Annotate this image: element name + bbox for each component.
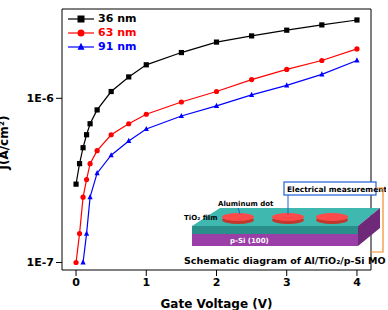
svg-text:p-Si (100): p-Si (100) bbox=[230, 237, 269, 245]
svg-text:1E-7: 1E-7 bbox=[27, 256, 54, 269]
svg-text:Electrical measurement: Electrical measurement bbox=[287, 185, 386, 194]
html-text:63 nm: 63 nm bbox=[98, 26, 137, 39]
svg-text:J(A/cm²): J(A/cm²) bbox=[0, 116, 11, 171]
svg-text:3: 3 bbox=[283, 276, 291, 289]
svg-text:1E-6: 1E-6 bbox=[27, 92, 55, 105]
html-text:36 nm: 36 nm bbox=[98, 12, 137, 25]
svg-text:Schematic diagram of Al/TiO₂/p: Schematic diagram of Al/TiO₂/p-Si MOS bbox=[184, 255, 386, 266]
svg-text:1: 1 bbox=[142, 276, 150, 289]
html-text:91 nm: 91 nm bbox=[98, 40, 137, 53]
svg-text:0: 0 bbox=[72, 276, 80, 289]
svg-text:TiO₂ film: TiO₂ film bbox=[184, 214, 218, 222]
svg-text:4: 4 bbox=[353, 276, 361, 289]
svg-text:2: 2 bbox=[213, 276, 221, 289]
svg-text:Gate Voltage (V): Gate Voltage (V) bbox=[161, 297, 273, 310]
svg-text:Aluminum dot: Aluminum dot bbox=[218, 200, 274, 208]
